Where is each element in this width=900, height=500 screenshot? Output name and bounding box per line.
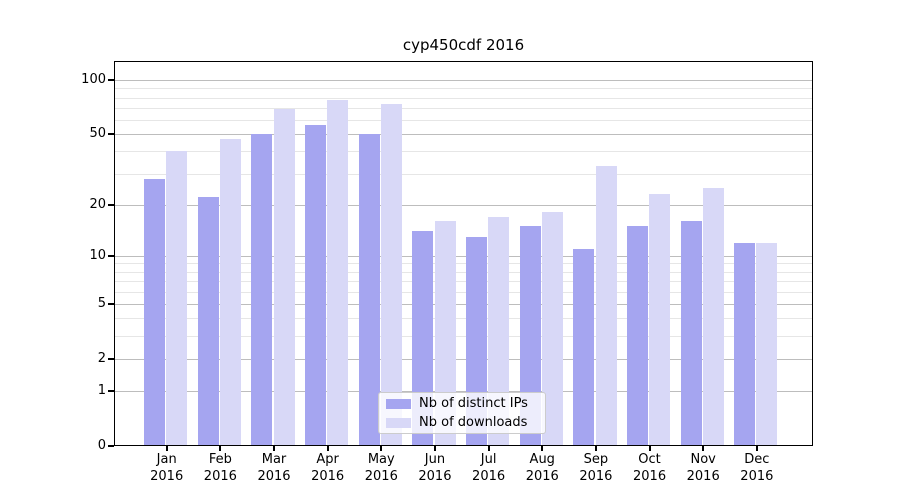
downloads-swatch — [386, 417, 411, 428]
minor-gridline — [114, 318, 813, 320]
x-tick-mark — [433, 446, 436, 451]
legend-item-distinct-ips: Nb of distinct IPs — [386, 396, 545, 411]
x-tick-label: Nov 2016 — [686, 452, 720, 484]
x-tick-label: Jun 2016 — [418, 452, 452, 484]
downloads-bar — [219, 138, 241, 446]
x-tick-label: Aug 2016 — [525, 452, 559, 484]
y-tick-label: 100 — [81, 72, 106, 87]
downloads-bar — [327, 100, 349, 446]
x-tick-label: Mar 2016 — [257, 452, 291, 484]
downloads-bar — [541, 212, 563, 446]
downloads-bar — [380, 103, 402, 446]
distinct-ips-bar — [251, 134, 273, 446]
y-tick-mark — [108, 254, 114, 257]
minor-gridline — [114, 119, 813, 121]
legend-label-downloads: Nb of downloads — [419, 415, 528, 430]
y-tick-mark — [108, 133, 114, 136]
x-tick-label: Apr 2016 — [311, 452, 345, 484]
distinct-ips-bar — [680, 221, 702, 446]
minor-gridline — [114, 263, 813, 265]
downloads-bar — [756, 242, 778, 446]
minor-gridline — [114, 173, 813, 175]
y-tick-mark — [108, 79, 114, 81]
distinct-ips-bar — [305, 125, 327, 446]
major-gridline — [114, 303, 813, 305]
downloads-bar — [488, 216, 510, 446]
y-tick-mark — [108, 357, 114, 360]
y-tick-label: 2 — [97, 350, 106, 366]
distinct-ips-bar — [626, 226, 648, 446]
downloads-bar — [595, 166, 617, 446]
x-tick-label: Jul 2016 — [472, 452, 506, 484]
legend: Nb of distinct IPs Nb of downloads — [378, 392, 546, 434]
downloads-bar — [434, 221, 456, 446]
downloads-bar — [649, 193, 671, 446]
x-tick-mark — [755, 446, 758, 451]
minor-gridline — [114, 271, 813, 273]
y-tick-label: 1 — [97, 383, 106, 399]
x-tick-mark — [326, 446, 329, 451]
distinct-ips-bar — [519, 226, 541, 446]
x-tick-label: May 2016 — [364, 452, 398, 484]
minor-gridline — [114, 97, 813, 99]
distinct-ips-bar — [573, 248, 595, 446]
x-tick-mark — [702, 446, 705, 451]
minor-gridline — [114, 336, 813, 338]
minor-gridline — [114, 107, 813, 109]
x-tick-label: Dec 2016 — [740, 452, 774, 484]
x-tick-label: Jan 2016 — [150, 452, 184, 484]
x-tick-label: Sep 2016 — [579, 452, 613, 484]
minor-gridline — [114, 281, 813, 283]
y-tick-label: 10 — [89, 247, 106, 263]
x-tick-label: Feb 2016 — [203, 452, 237, 484]
distinct-ips-bar — [197, 197, 219, 446]
distinct-ips-bar — [144, 178, 166, 446]
distinct-ips-bar — [734, 242, 756, 446]
minor-gridline — [114, 88, 813, 90]
distinct-ips-swatch — [386, 398, 411, 409]
downloads-bar — [702, 187, 724, 446]
major-gridline — [114, 134, 813, 136]
x-tick-label: Oct 2016 — [633, 452, 667, 484]
x-tick-mark — [594, 446, 597, 451]
y-tick-mark — [108, 445, 114, 447]
downloads-bar — [166, 151, 188, 446]
major-gridline — [114, 80, 813, 81]
x-tick-mark — [380, 446, 383, 451]
distinct-ips-bar — [358, 134, 380, 446]
x-tick-mark — [273, 446, 275, 451]
chart-title: cyp450cdf 2016 — [402, 36, 525, 54]
legend-label-distinct-ips: Nb of distinct IPs — [419, 396, 528, 411]
major-gridline — [114, 358, 813, 360]
major-gridline — [114, 391, 813, 393]
y-tick-mark — [108, 390, 114, 393]
legend-item-downloads: Nb of downloads — [386, 415, 545, 430]
x-tick-mark — [541, 446, 544, 451]
y-tick-label: 0 — [97, 438, 106, 453]
x-tick-mark — [487, 446, 490, 451]
minor-gridline — [114, 291, 813, 293]
minor-gridline — [114, 151, 813, 153]
x-tick-mark — [219, 446, 222, 451]
major-gridline — [114, 255, 813, 257]
y-tick-mark — [108, 302, 114, 305]
x-tick-mark — [165, 446, 168, 451]
downloads-bar — [273, 109, 295, 446]
y-tick-label: 20 — [89, 196, 106, 212]
major-gridline — [114, 204, 813, 206]
y-tick-label: 5 — [97, 295, 106, 311]
y-tick-mark — [108, 203, 114, 206]
x-tick-mark — [648, 446, 651, 451]
y-tick-label: 50 — [89, 126, 106, 142]
